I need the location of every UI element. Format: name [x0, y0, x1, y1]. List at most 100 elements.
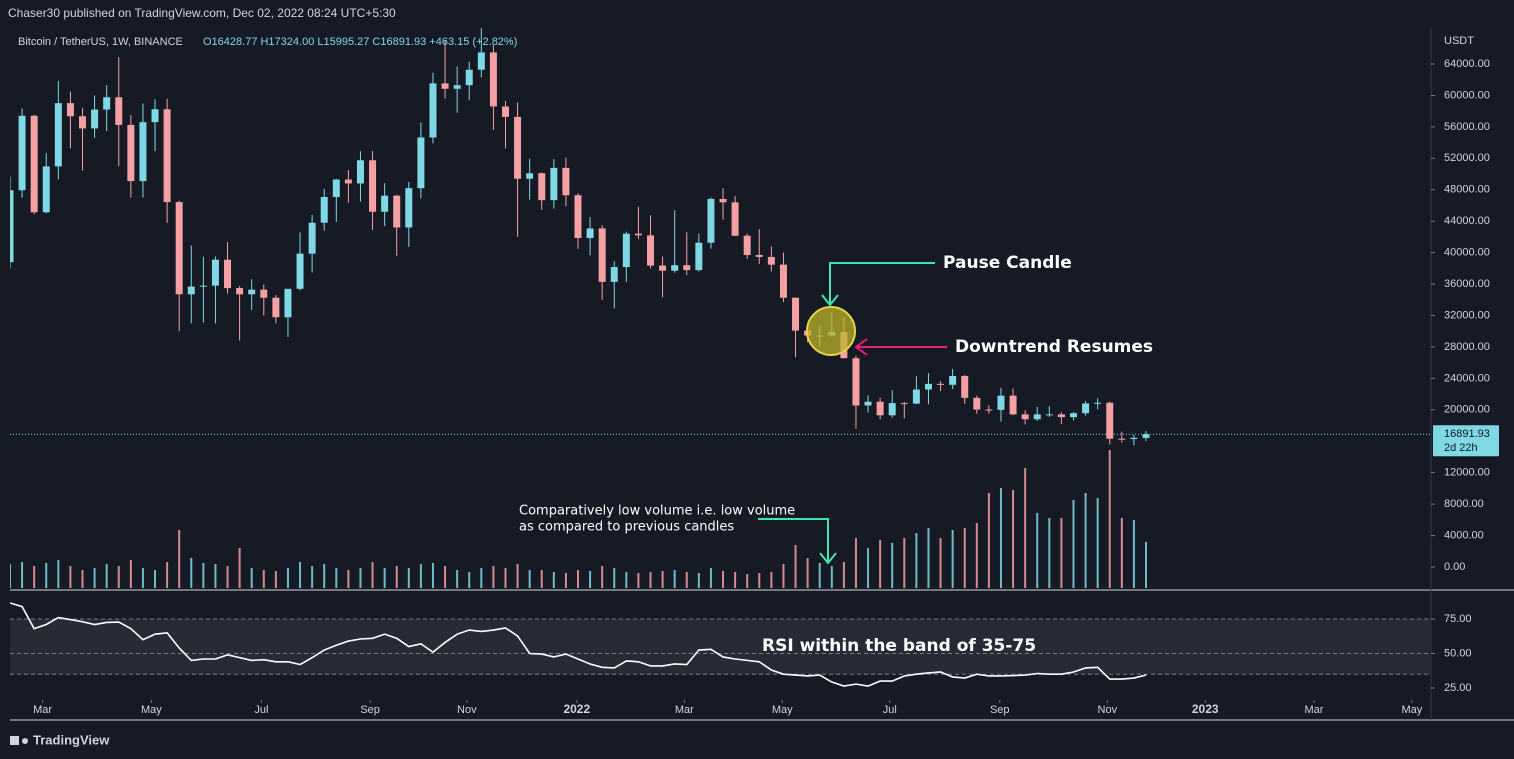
candle-body [248, 289, 256, 295]
axes: 64000.00 60000.00 56000.00 52000.00 48000.00… [33, 58, 1499, 716]
annotation: Pause Candle [943, 253, 1072, 273]
legend-symbol: Bitcoin / TetherUS, 1W, BINANCE [18, 36, 183, 48]
volume-bar [202, 563, 205, 588]
countdown-label: 2d 22h [1444, 442, 1478, 454]
volume-bar [444, 566, 447, 588]
volume-bar [69, 566, 72, 588]
rsi-line [10, 602, 1147, 687]
volume-bar [963, 528, 966, 588]
volume-bar [649, 572, 652, 588]
volume-bar [613, 568, 616, 588]
volume-bar [637, 573, 640, 588]
volume-bar [178, 530, 181, 588]
volume-bar [299, 562, 302, 588]
y-tick-label: 48000.00 [1444, 184, 1490, 196]
volume-bar [45, 563, 48, 588]
volume-bar [1072, 500, 1075, 588]
volume-bar [842, 562, 845, 588]
candle-body [477, 52, 485, 70]
candle-body [562, 167, 570, 196]
candle-body [405, 188, 413, 228]
volume-bar [359, 568, 362, 588]
volume-bar [564, 573, 567, 588]
candle-body [42, 166, 50, 213]
volume-bar [311, 566, 314, 588]
volume-bar [226, 566, 229, 588]
volume-bar [854, 538, 857, 588]
x-tick-label: Jul [254, 704, 268, 716]
volume-bar [371, 562, 374, 588]
volume-bar [1120, 518, 1123, 588]
candle-body [236, 288, 244, 295]
x-tick-label: Nov [457, 704, 477, 716]
volume-bar [927, 528, 930, 588]
volume-bar [879, 540, 882, 588]
candle-body [961, 376, 969, 398]
candle-body [1142, 434, 1150, 438]
volume-bar [190, 558, 193, 588]
candle-body [453, 85, 461, 89]
arrowhead [821, 294, 839, 307]
candle-body [949, 376, 957, 385]
annotations: Pause Candle Downtrend Resumes Comparati… [519, 253, 1153, 656]
volume-bar [407, 568, 410, 588]
candle-body [163, 109, 171, 203]
candle-body [1106, 402, 1114, 439]
candle-body [1069, 413, 1077, 418]
y-tick-label: 44000.00 [1444, 215, 1490, 227]
volume-bar [81, 570, 84, 588]
candle-body [973, 397, 981, 410]
volume-bar [673, 570, 676, 588]
candle-body [1082, 403, 1090, 414]
candle-body [260, 289, 268, 298]
x-tick-label: May [772, 704, 793, 716]
candle-body [659, 265, 667, 271]
candle-body [187, 286, 195, 295]
rsi-tick-label: 75.00 [1444, 613, 1472, 625]
volume-bar [468, 572, 471, 588]
candle-body [151, 109, 159, 123]
arrow [758, 518, 829, 561]
candle-body [199, 285, 207, 287]
candle-body [550, 167, 558, 201]
volume-bar [480, 568, 483, 588]
volume-bar [770, 572, 773, 588]
y-tick-label: 20000.00 [1444, 404, 1490, 416]
volume-bar [347, 570, 350, 588]
candle-body [103, 97, 111, 110]
candle-body [308, 222, 316, 254]
candle-body [1009, 395, 1017, 415]
candle-body [707, 198, 715, 243]
volume-bar [1145, 542, 1147, 588]
candle-body [501, 106, 509, 117]
candle-body [417, 137, 425, 189]
footer: TradingView [33, 732, 110, 747]
volume-bar [709, 568, 712, 588]
rsi-band [10, 618, 1430, 675]
candle-body [1130, 437, 1138, 440]
candle-body [429, 83, 437, 138]
footer-logo: TradingView [10, 732, 110, 747]
legend-ohlc: O16428.77 H17324.00 L15995.27 C16891.93 … [203, 36, 517, 48]
y-tick-label: 24000.00 [1444, 372, 1490, 384]
candle-body [622, 233, 630, 268]
y-tick-label: 32000.00 [1444, 309, 1490, 321]
volume-bar [1108, 450, 1111, 588]
volume-bar [335, 568, 338, 588]
x-tick-label: Mar [33, 704, 52, 716]
candle-body [1045, 414, 1053, 416]
volume-bar [794, 545, 797, 588]
candle-body [586, 228, 594, 239]
volume-bar [915, 533, 918, 588]
volume-bar [987, 493, 990, 588]
candle-body [489, 52, 497, 107]
volume-bar [577, 570, 579, 588]
volume-bar [661, 571, 664, 588]
candle-body [526, 173, 534, 179]
volume-bar [250, 568, 253, 588]
volume-bar [516, 564, 519, 588]
volume-bar [722, 571, 725, 588]
last-price-box [1433, 425, 1499, 457]
highlight-circle [806, 306, 856, 356]
candle-body [767, 256, 775, 265]
